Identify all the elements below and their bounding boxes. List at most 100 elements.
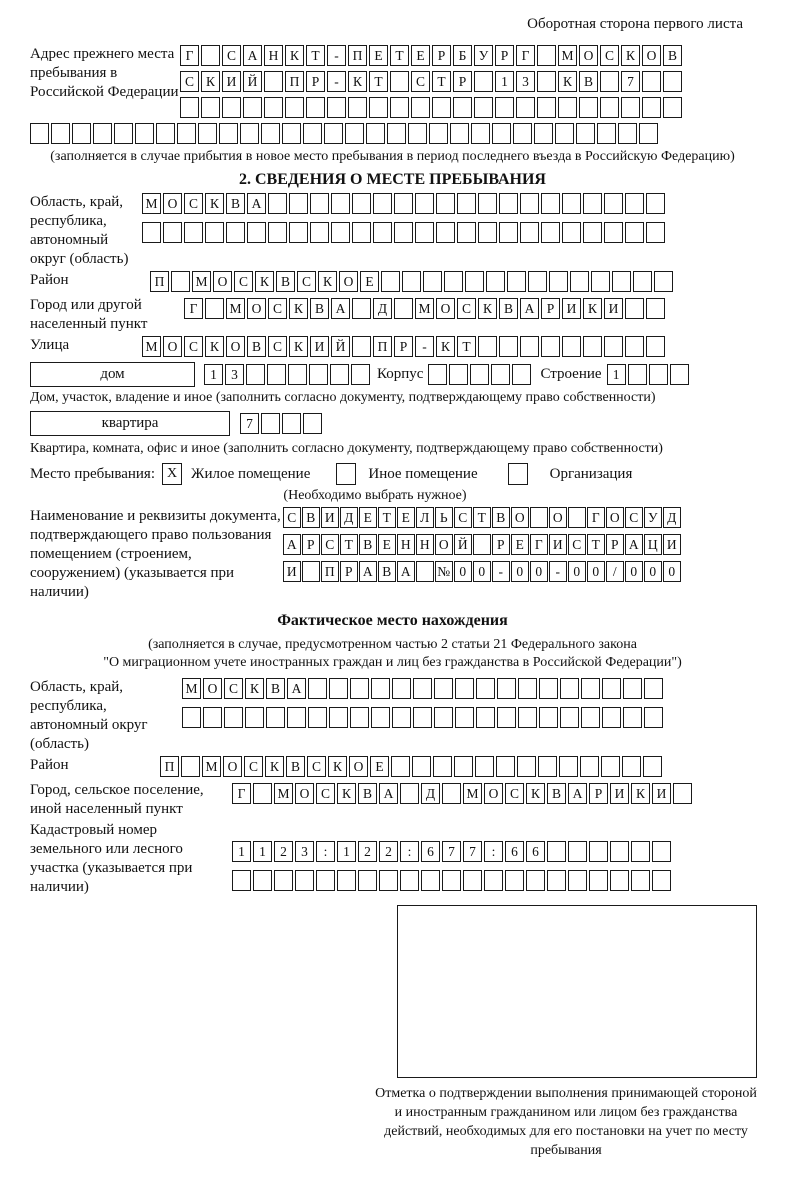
char-box[interactable] — [610, 841, 629, 862]
char-box[interactable]: Е — [511, 534, 529, 555]
char-box[interactable]: - — [492, 561, 510, 582]
char-box[interactable] — [646, 193, 665, 214]
char-box[interactable] — [646, 298, 665, 319]
char-box[interactable] — [358, 870, 377, 891]
char-box[interactable] — [436, 222, 455, 243]
char-box[interactable]: С — [222, 45, 241, 66]
char-box[interactable]: С — [454, 507, 472, 528]
char-box[interactable]: Е — [378, 534, 396, 555]
char-box[interactable]: М — [142, 193, 161, 214]
char-box[interactable] — [156, 123, 175, 144]
char-box[interactable]: И — [562, 298, 581, 319]
char-box[interactable]: В — [492, 507, 510, 528]
char-box[interactable]: С — [224, 678, 243, 699]
char-box[interactable] — [373, 222, 392, 243]
char-box[interactable]: Т — [587, 534, 605, 555]
char-box[interactable]: В — [247, 336, 266, 357]
char-box[interactable]: В — [378, 561, 396, 582]
stay-option-organization-checkbox[interactable] — [507, 463, 528, 485]
char-box[interactable]: С — [457, 298, 476, 319]
char-box[interactable]: Т — [369, 71, 388, 92]
char-box[interactable]: К — [558, 71, 577, 92]
char-box[interactable] — [182, 707, 201, 728]
char-box[interactable]: С — [568, 534, 586, 555]
char-box[interactable] — [465, 271, 484, 292]
char-box[interactable]: О — [213, 271, 232, 292]
char-box[interactable] — [654, 271, 673, 292]
char-box[interactable]: А — [379, 783, 398, 804]
char-box[interactable]: С — [297, 271, 316, 292]
char-box[interactable]: В — [286, 756, 305, 777]
char-box[interactable] — [520, 193, 539, 214]
char-box[interactable]: М — [142, 336, 161, 357]
char-box[interactable] — [576, 123, 595, 144]
char-box[interactable] — [245, 707, 264, 728]
char-box[interactable]: : — [316, 841, 335, 862]
char-box[interactable]: Й — [331, 336, 350, 357]
char-box[interactable] — [507, 271, 526, 292]
char-box[interactable]: В — [226, 193, 245, 214]
char-box[interactable]: Г — [180, 45, 199, 66]
char-box[interactable]: И — [652, 783, 671, 804]
char-box[interactable] — [491, 364, 511, 385]
char-box[interactable] — [394, 193, 413, 214]
char-box[interactable] — [474, 71, 493, 92]
char-box[interactable] — [232, 870, 251, 891]
char-box[interactable] — [478, 193, 497, 214]
char-box[interactable]: - — [415, 336, 434, 357]
char-box[interactable]: 0 — [644, 561, 662, 582]
char-box[interactable] — [470, 364, 490, 385]
char-box[interactable]: М — [202, 756, 221, 777]
char-box[interactable] — [442, 870, 461, 891]
char-box[interactable] — [583, 193, 602, 214]
char-box[interactable] — [413, 707, 432, 728]
char-box[interactable] — [379, 870, 398, 891]
char-box[interactable] — [180, 97, 199, 118]
char-box[interactable] — [555, 123, 574, 144]
char-box[interactable]: Р — [495, 45, 514, 66]
char-box[interactable] — [476, 678, 495, 699]
char-box[interactable] — [400, 870, 419, 891]
char-box[interactable] — [526, 870, 545, 891]
char-box[interactable] — [415, 193, 434, 214]
char-box[interactable]: В — [276, 271, 295, 292]
char-box[interactable] — [429, 123, 448, 144]
char-box[interactable]: Е — [360, 271, 379, 292]
char-box[interactable] — [457, 193, 476, 214]
char-box[interactable] — [474, 97, 493, 118]
char-box[interactable] — [648, 364, 668, 385]
char-box[interactable] — [492, 123, 511, 144]
char-box[interactable]: А — [568, 783, 587, 804]
char-box[interactable]: О — [349, 756, 368, 777]
char-box[interactable] — [505, 870, 524, 891]
char-box[interactable] — [591, 271, 610, 292]
char-box[interactable] — [295, 870, 314, 891]
char-box[interactable] — [266, 707, 285, 728]
char-box[interactable]: О — [484, 783, 503, 804]
char-box[interactable]: Д — [663, 507, 681, 528]
char-box[interactable]: 1 — [337, 841, 356, 862]
char-box[interactable]: С — [234, 271, 253, 292]
char-box[interactable]: И — [222, 71, 241, 92]
char-box[interactable] — [428, 364, 448, 385]
char-box[interactable]: С — [268, 336, 287, 357]
char-box[interactable] — [570, 271, 589, 292]
char-box[interactable]: С — [283, 507, 301, 528]
char-box[interactable] — [135, 123, 154, 144]
char-box[interactable] — [324, 123, 343, 144]
char-box[interactable] — [583, 222, 602, 243]
char-box[interactable] — [646, 336, 665, 357]
char-box[interactable]: Е — [411, 45, 430, 66]
char-box[interactable]: К — [201, 71, 220, 92]
char-box[interactable]: К — [205, 193, 224, 214]
char-box[interactable] — [583, 336, 602, 357]
char-box[interactable] — [306, 97, 325, 118]
char-box[interactable] — [309, 364, 328, 385]
char-box[interactable] — [478, 222, 497, 243]
char-box[interactable]: 3 — [295, 841, 314, 862]
char-box[interactable]: 0 — [568, 561, 586, 582]
char-box[interactable] — [274, 870, 293, 891]
char-box[interactable] — [329, 707, 348, 728]
stay-option-other-checkbox[interactable] — [336, 463, 357, 485]
char-box[interactable] — [381, 271, 400, 292]
